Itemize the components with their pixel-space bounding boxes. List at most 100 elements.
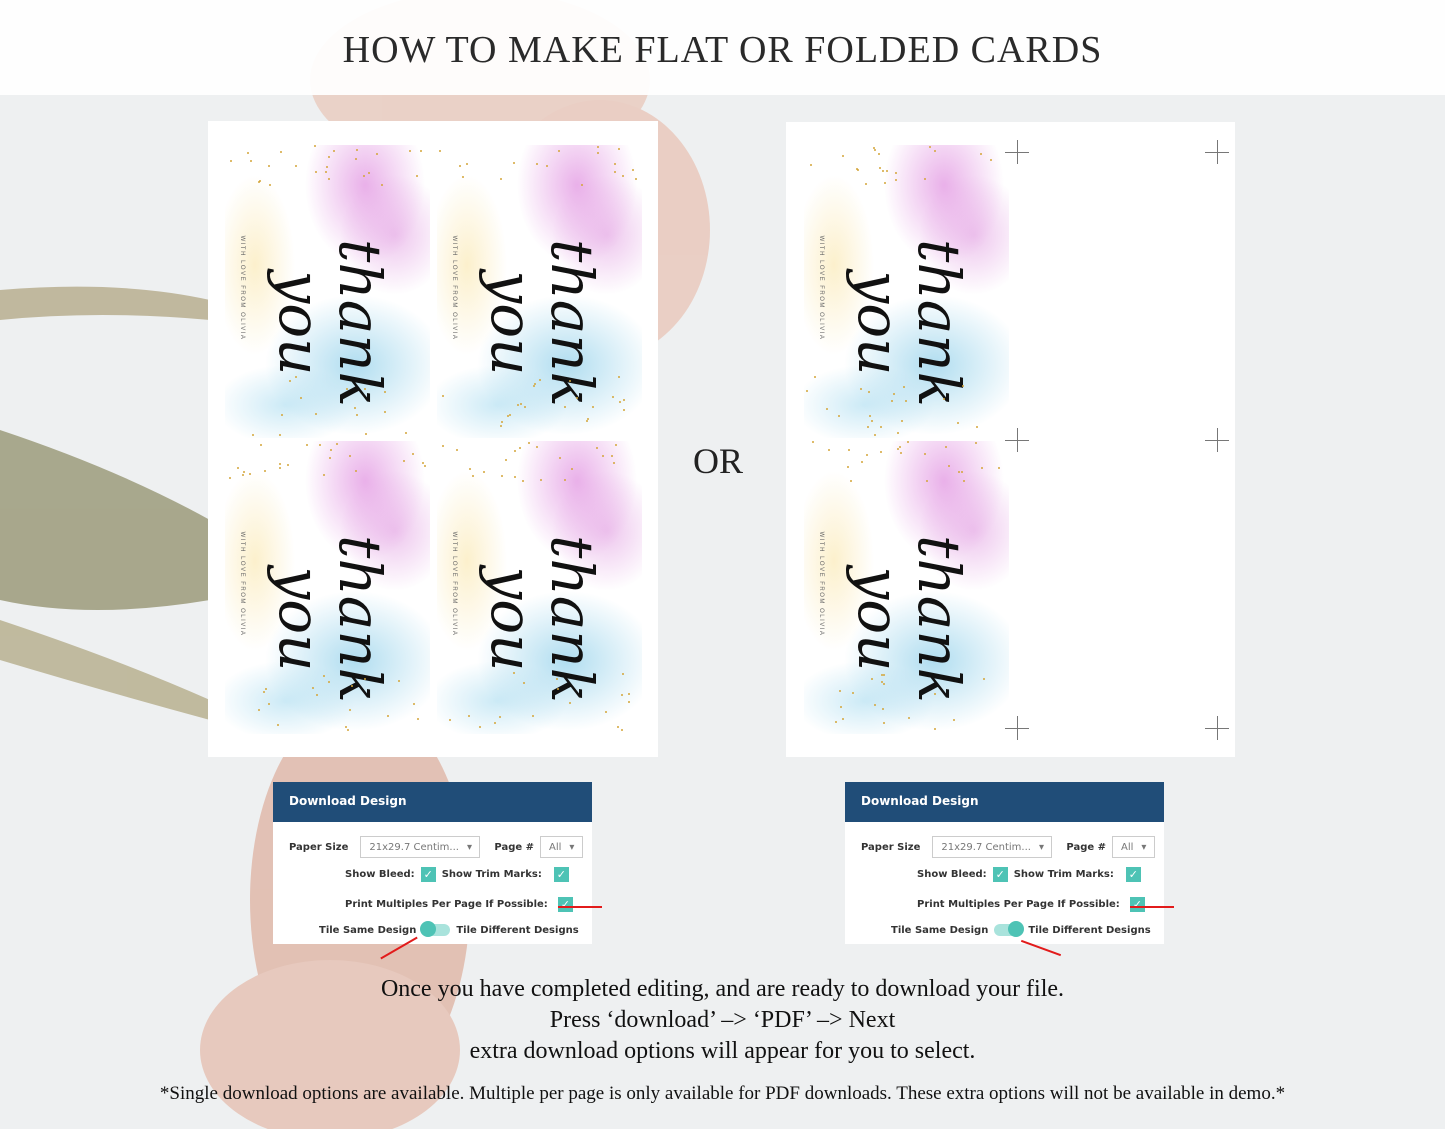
gold-fleck: [513, 162, 515, 164]
gold-fleck: [596, 447, 598, 449]
page-select[interactable]: All ▾: [1112, 836, 1155, 858]
gold-fleck: [934, 728, 936, 730]
tile-mode-toggle[interactable]: [422, 924, 450, 936]
gold-fleck: [900, 452, 902, 454]
gold-fleck: [617, 726, 619, 728]
gold-fleck: [326, 166, 328, 168]
gold-fleck: [330, 449, 332, 451]
show-trim-checkbox[interactable]: ✓: [554, 867, 569, 882]
gold-fleck: [260, 444, 262, 446]
gold-fleck: [614, 171, 616, 173]
gold-fleck: [622, 673, 624, 675]
card-headline: thank you: [270, 499, 390, 734]
gold-fleck: [479, 726, 481, 728]
gold-fleck: [312, 687, 314, 689]
gold-fleck: [981, 467, 983, 469]
card-subline: WITH LOVE FROM OLIVIA: [818, 509, 824, 659]
gold-fleck: [384, 411, 386, 413]
show-trim-checkbox[interactable]: ✓: [1126, 867, 1141, 882]
gold-fleck: [513, 672, 515, 674]
gold-fleck: [328, 681, 330, 683]
show-bleed-label: Show Bleed:: [917, 869, 987, 880]
gold-fleck: [619, 401, 621, 403]
thank-you-card: thank you WITH LOVE FROM OLIVIA: [804, 441, 1009, 734]
paper-size-select[interactable]: 21x29.7 Centim... ▾: [932, 836, 1052, 858]
gold-fleck: [247, 152, 249, 154]
gold-fleck: [364, 388, 366, 390]
gold-fleck: [279, 434, 281, 436]
multiples-checkbox[interactable]: ✓: [1130, 897, 1145, 912]
show-bleed-checkbox[interactable]: ✓: [993, 867, 1008, 882]
red-arrow-icon: [1130, 906, 1174, 908]
multiples-checkbox[interactable]: ✓: [558, 897, 573, 912]
gold-fleck: [505, 459, 507, 461]
gold-fleck: [229, 477, 231, 479]
multiples-label: Print Multiples Per Page If Possible:: [917, 899, 1120, 910]
gold-fleck: [472, 475, 474, 477]
gold-fleck: [243, 471, 245, 473]
gold-fleck: [961, 471, 963, 473]
paper-size-select[interactable]: 21x29.7 Centim... ▾: [360, 836, 480, 858]
gold-fleck: [314, 145, 316, 147]
gold-fleck: [882, 170, 884, 172]
gold-fleck: [948, 465, 950, 467]
gold-fleck: [442, 445, 444, 447]
gold-fleck: [279, 467, 281, 469]
gold-fleck: [558, 150, 560, 152]
gold-fleck: [409, 150, 411, 152]
gold-fleck: [828, 449, 830, 451]
page-value: All: [1121, 842, 1133, 853]
tile-mode-toggle[interactable]: [994, 924, 1022, 936]
gold-fleck: [519, 447, 521, 449]
gold-fleck: [252, 434, 254, 436]
page-select[interactable]: All ▾: [540, 836, 583, 858]
gold-fleck: [536, 163, 538, 165]
trim-mark: [1017, 140, 1018, 164]
gold-fleck: [632, 169, 634, 171]
gold-fleck: [826, 408, 828, 410]
gold-fleck: [468, 715, 470, 717]
gold-fleck: [417, 718, 419, 720]
or-label: OR: [693, 440, 743, 482]
multiples-label: Print Multiples Per Page If Possible:: [345, 899, 548, 910]
show-bleed-checkbox[interactable]: ✓: [421, 867, 436, 882]
instruction-line-1: Once you have completed editing, and are…: [0, 976, 1445, 1003]
gold-fleck: [874, 434, 876, 436]
instruction-line-2: Press ‘download’ –> ‘PDF’ –> Next: [0, 1007, 1445, 1034]
gold-fleck: [264, 470, 266, 472]
chevron-down-icon: ▾: [467, 842, 472, 853]
gold-fleck: [983, 678, 985, 680]
gold-fleck: [835, 721, 837, 723]
gold-fleck: [945, 446, 947, 448]
gold-fleck: [976, 426, 978, 428]
gold-fleck: [874, 149, 876, 151]
gold-fleck: [963, 480, 965, 482]
chevron-down-icon: ▾: [569, 842, 574, 853]
gold-fleck: [364, 678, 366, 680]
tile-same-label: Tile Same Design: [319, 925, 416, 936]
thank-you-card: thank you WITH LOVE FROM OLIVIA: [437, 145, 642, 438]
gold-fleck: [907, 441, 909, 443]
gold-fleck: [368, 172, 370, 174]
card-headline: thank you: [849, 499, 969, 734]
gold-fleck: [905, 400, 907, 402]
page-value: All: [549, 842, 561, 853]
gold-fleck: [926, 480, 928, 482]
gold-fleck: [847, 466, 849, 468]
gold-fleck: [295, 165, 297, 167]
gold-fleck: [328, 178, 330, 180]
gold-fleck: [289, 380, 291, 382]
gold-fleck: [500, 425, 502, 427]
gold-fleck: [356, 149, 358, 151]
gold-fleck: [459, 165, 461, 167]
gold-fleck: [507, 415, 509, 417]
gold-fleck: [880, 451, 882, 453]
gold-fleck: [635, 178, 637, 180]
card-headline: thank you: [849, 203, 969, 438]
gold-fleck: [618, 148, 620, 150]
gold-fleck: [842, 155, 844, 157]
download-design-panel: Download Design Paper Size 21x29.7 Centi…: [273, 782, 592, 944]
gold-fleck: [814, 376, 816, 378]
gold-fleck: [883, 722, 885, 724]
panel-header: Download Design: [845, 782, 1164, 822]
